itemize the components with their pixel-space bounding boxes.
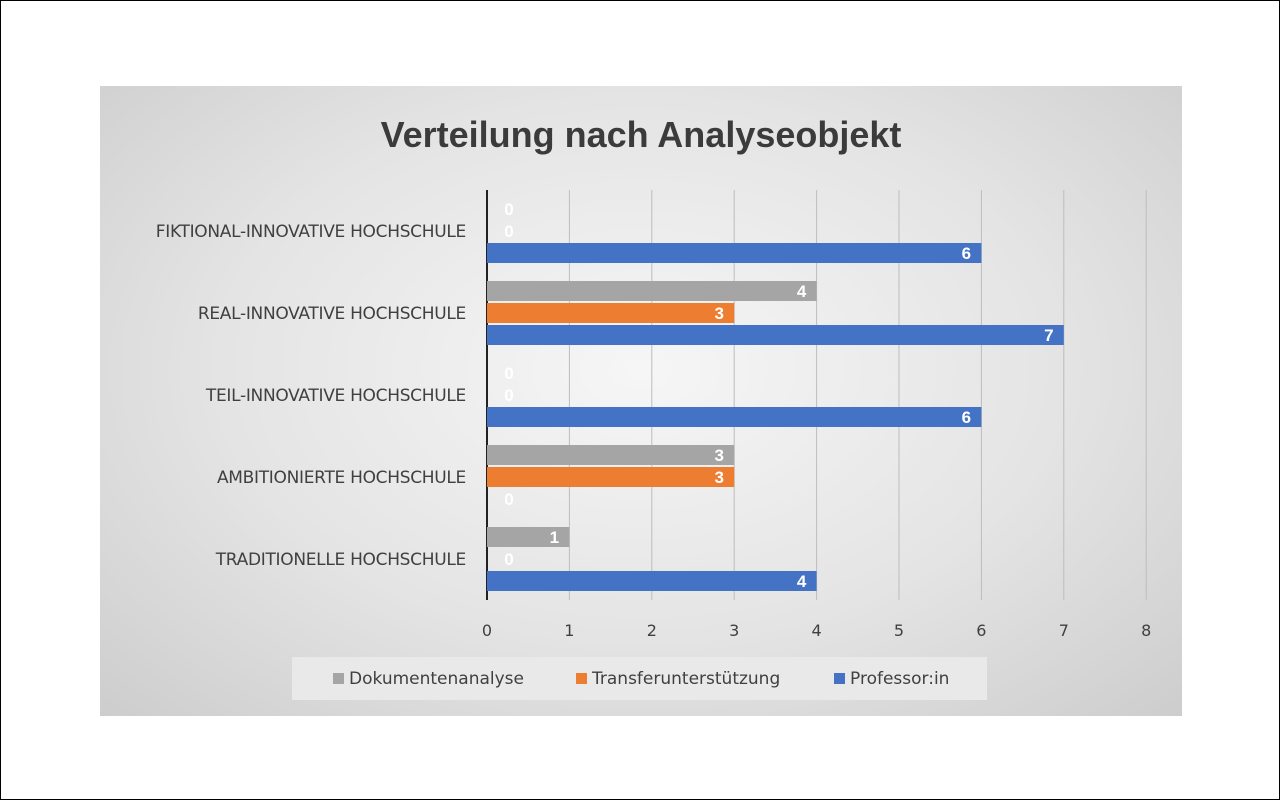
x-tick-label: 5 xyxy=(894,621,904,640)
data-label: 0 xyxy=(504,200,513,219)
bar xyxy=(487,527,570,547)
chart-area xyxy=(100,86,1182,716)
legend-entry: Professor:in xyxy=(850,669,949,689)
data-label: 7 xyxy=(1044,326,1053,345)
data-label: 0 xyxy=(504,386,513,405)
legend-swatch xyxy=(333,673,344,684)
data-label: 3 xyxy=(714,304,723,323)
data-label: 4 xyxy=(797,572,807,591)
data-label: 3 xyxy=(714,468,723,487)
x-tick-label: 3 xyxy=(729,621,739,640)
x-tick-label: 7 xyxy=(1059,621,1069,640)
bar xyxy=(487,243,982,263)
bar xyxy=(487,445,735,465)
category-label: TRADITIONELLE HOCHSCHULE xyxy=(215,550,466,570)
data-label: 6 xyxy=(962,408,971,427)
category-label: TEIL-INNOVATIVE HOCHSCHULE xyxy=(205,386,466,406)
bar xyxy=(487,281,817,301)
x-tick-label: 8 xyxy=(1141,621,1151,640)
data-label: 0 xyxy=(504,364,513,383)
x-tick-label: 2 xyxy=(647,621,657,640)
legend-entry: Dokumentenanalyse xyxy=(349,669,524,689)
bar xyxy=(487,571,817,591)
category-label: REAL-INNOVATIVE HOCHSCHULE xyxy=(198,304,466,324)
data-label: 0 xyxy=(504,490,513,509)
legend: Dokumentenanalyse Transferunterstützung Pr… xyxy=(292,657,987,700)
bars xyxy=(487,243,1064,591)
bar xyxy=(487,325,1064,345)
bar xyxy=(487,407,982,427)
data-label: 1 xyxy=(550,528,559,547)
category-label: FIKTIONAL-INNOVATIVE HOCHSCHULE xyxy=(156,222,466,242)
data-label: 0 xyxy=(504,550,513,569)
category-label: AMBITIONIERTE HOCHSCHULE xyxy=(217,468,466,488)
x-axis-ticks: 0 1 2 3 4 5 6 7 8 xyxy=(482,621,1151,640)
data-label: 4 xyxy=(797,282,807,301)
x-tick-label: 6 xyxy=(976,621,986,640)
legend-background xyxy=(292,657,987,700)
legend-swatch xyxy=(576,673,587,684)
data-labels: 1 0 4 3 3 0 0 0 6 4 3 7 0 0 6 xyxy=(504,200,1053,591)
x-tick-label: 0 xyxy=(482,621,492,640)
bar xyxy=(487,467,735,487)
chart-title: Verteilung nach Analyseobjekt xyxy=(381,114,902,155)
x-tick-label: 1 xyxy=(564,621,574,640)
data-label: 0 xyxy=(504,222,513,241)
x-tick-label: 4 xyxy=(812,621,822,640)
category-labels: TRADITIONELLE HOCHSCHULE AMBITIONIERTE HO… xyxy=(156,222,467,570)
legend-swatch xyxy=(834,673,845,684)
legend-entry: Transferunterstützung xyxy=(591,669,780,689)
data-label: 6 xyxy=(962,244,971,263)
data-label: 3 xyxy=(714,446,723,465)
bar xyxy=(487,303,735,323)
